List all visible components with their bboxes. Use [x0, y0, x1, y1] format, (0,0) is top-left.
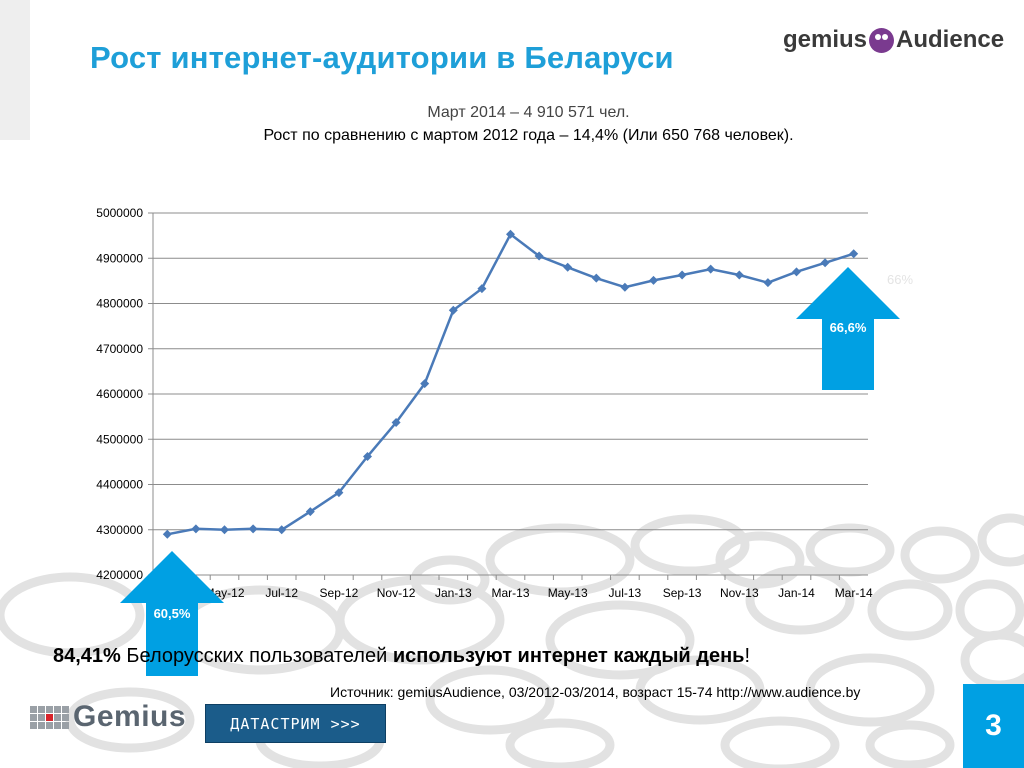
logo-left-word: gemius [783, 26, 868, 53]
faint-annotation: 66% [887, 272, 913, 287]
data-point [649, 275, 658, 285]
chart-gridlines [148, 212, 868, 580]
footer-bold-text: используют интернет каждый день [392, 645, 745, 667]
logo-right-word: Audience [896, 26, 1005, 53]
background-rings-decor [0, 513, 1024, 768]
footer-percent: 84,41% [53, 645, 121, 667]
data-point [792, 267, 801, 277]
data-point [191, 524, 201, 534]
y-tick-label: 5000000 [96, 206, 143, 220]
up-arrow-shape [120, 551, 224, 676]
data-point [477, 284, 487, 294]
x-tick-label: Sep-12 [320, 586, 359, 600]
data-point [734, 270, 744, 280]
data-point [391, 418, 401, 428]
x-tick-label: Nov-12 [377, 586, 416, 600]
footer-text: Белорусских пользователей [120, 645, 393, 667]
data-point [763, 278, 773, 288]
x-tick-label: May-13 [548, 586, 588, 600]
x-tick-label: Sep-13 [663, 586, 702, 600]
gemius-audience-logo: gemius Audience [783, 26, 1004, 54]
arrow-label: 60,5% [154, 606, 191, 621]
x-tick-label: Jan-13 [435, 586, 472, 600]
footer-end: ! [744, 645, 751, 667]
data-point [849, 249, 859, 259]
footer-statement: 84,41% Белорусских пользователей использ… [53, 645, 750, 668]
data-point [591, 273, 601, 283]
data-point [220, 525, 229, 535]
x-tick-label: Mar-14 [835, 586, 873, 600]
page-number-badge: 3 [963, 684, 1024, 768]
source-note: Источник: gemiusAudience, 03/2012-03/201… [330, 684, 861, 700]
data-point [820, 258, 830, 268]
data-point [277, 525, 287, 535]
data-point [334, 488, 344, 498]
gemius-grid-icon [30, 705, 69, 729]
data-point [162, 529, 172, 539]
series-line [167, 232, 855, 536]
x-tick-label: Jan-14 [778, 586, 815, 600]
data-point [706, 264, 716, 274]
data-point [534, 251, 544, 261]
arrow-annotations: 60,5% 66,6% 66% [120, 267, 913, 676]
data-point [420, 379, 430, 389]
arrow-label: 66,6% [830, 320, 867, 335]
y-tick-label: 4300000 [96, 523, 143, 537]
data-point [248, 524, 258, 534]
y-tick-label: 4800000 [96, 297, 143, 311]
gemius-bottom-logo: Gemius [30, 700, 186, 734]
x-tick-label: Jul-12 [265, 586, 298, 600]
datastream-logo: ДАТАСТРИМ >>> [205, 704, 386, 743]
up-arrow-shape [796, 267, 900, 390]
data-point [448, 305, 458, 315]
left-decor-strip [0, 0, 30, 140]
y-tick-label: 4500000 [96, 432, 143, 446]
x-tick-label: Nov-13 [720, 586, 759, 600]
data-point [305, 507, 315, 517]
data-point [506, 229, 515, 239]
data-point [563, 262, 573, 272]
y-axis-ticks: 4200000 4300000 4400000 4500000 4600000 47000… [96, 206, 143, 582]
data-point [363, 451, 372, 461]
y-tick-label: 4400000 [96, 478, 143, 492]
data-point [620, 282, 630, 292]
subtitle-line-2: Рост по сравнению с мартом 2012 года – 1… [263, 127, 794, 144]
gemius-word: Gemius [73, 700, 187, 733]
x-tick-label: Jul-13 [609, 586, 642, 600]
subtitle-line-1: Март 2014 – 4 910 571 чел. [427, 104, 630, 121]
slide-title: Рост интернет-аудитории в Беларуси [90, 40, 674, 75]
series-markers [162, 229, 859, 539]
y-tick-label: 4200000 [96, 568, 143, 582]
data-point [677, 270, 687, 280]
y-tick-label: 4600000 [96, 387, 143, 401]
x-tick-label: Mar-13 [491, 586, 529, 600]
y-tick-label: 4700000 [96, 342, 143, 356]
people-icon [869, 27, 895, 53]
y-tick-label: 4900000 [96, 251, 143, 265]
